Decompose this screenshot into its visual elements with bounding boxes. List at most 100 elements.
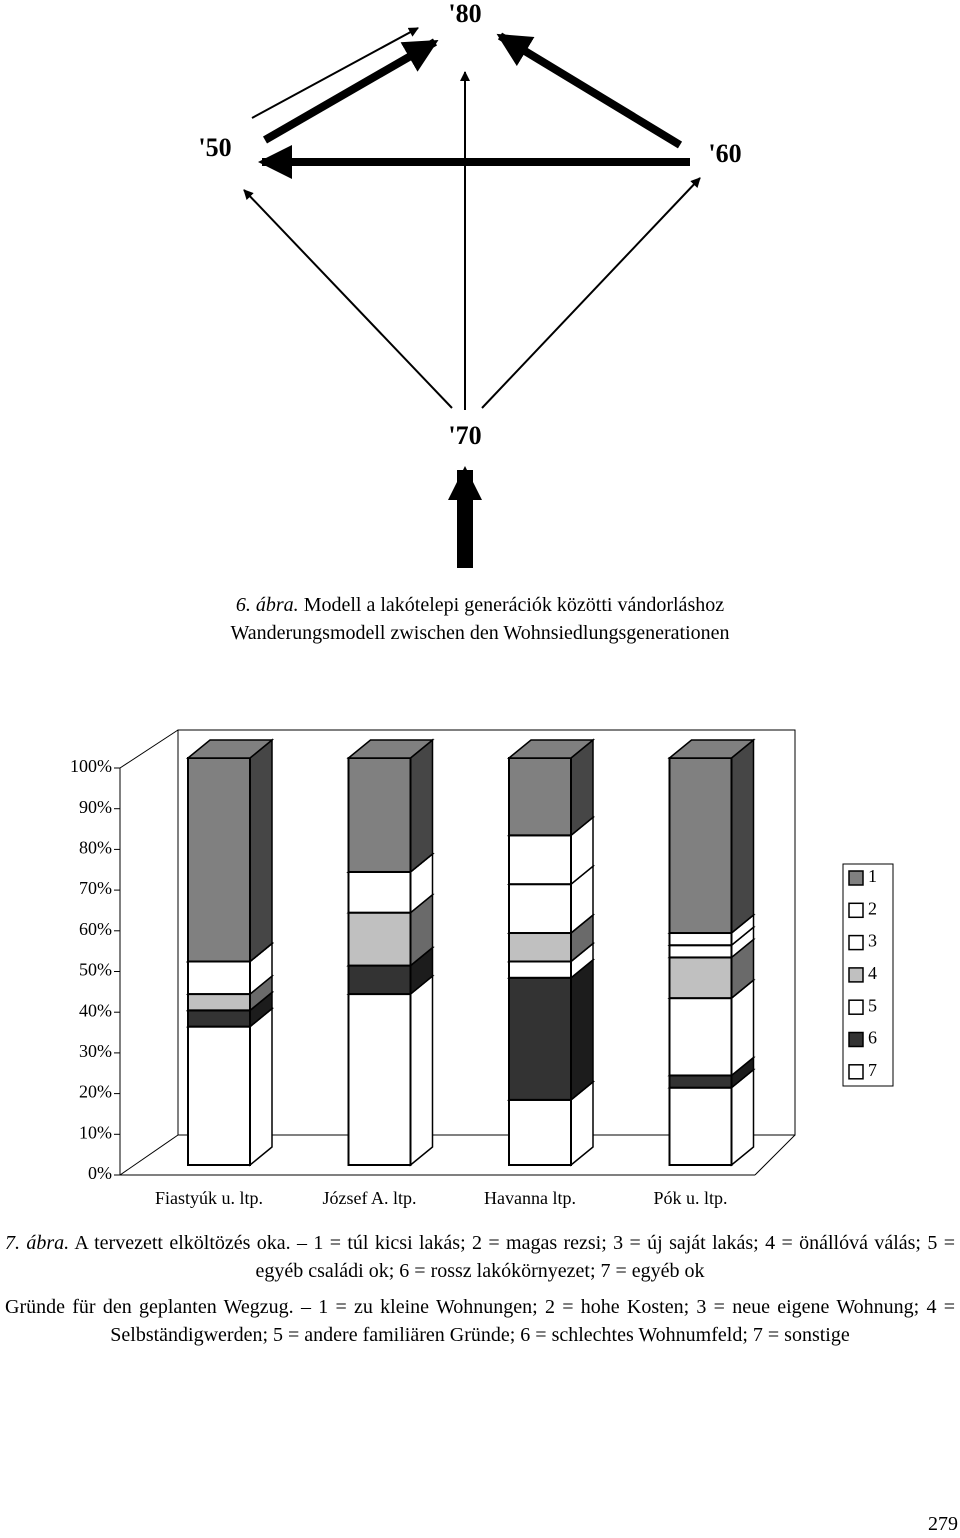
bar-top <box>667 1056 756 1077</box>
bar-side <box>409 974 434 1167</box>
bar-side <box>730 925 755 960</box>
bar-top <box>506 739 596 759</box>
bar-top <box>506 942 596 963</box>
bar-segment <box>508 960 572 979</box>
y-tick-label: 100% <box>70 756 112 776</box>
bar-top <box>346 739 435 759</box>
bar-top <box>506 959 596 979</box>
caption-hu: A tervezett elköltözés oka. – 1 = túl ki… <box>74 1232 955 1282</box>
legend-label: 1 <box>868 866 877 886</box>
legend-swatch <box>848 902 864 919</box>
bar-top <box>667 926 756 946</box>
bar-segment <box>668 997 733 1077</box>
bar-top <box>506 1081 596 1101</box>
legend-label: 5 <box>868 995 877 1015</box>
diagram-label: '50 <box>198 133 231 162</box>
legend-label: 3 <box>868 931 877 951</box>
bar-segment <box>508 976 572 1101</box>
bar-top <box>346 853 435 873</box>
legend-label: 7 <box>868 1060 877 1080</box>
y-tick-label: 20% <box>79 1082 112 1102</box>
figure-number: 6. ábra. <box>235 594 299 616</box>
bar-side <box>730 738 755 935</box>
figure-6-caption: 6. ábra. Modell a lakótelepi generációk … <box>0 591 960 647</box>
bar-top <box>506 865 596 885</box>
bar-side <box>730 913 755 947</box>
bar-side <box>249 738 273 964</box>
bar-side <box>409 893 434 968</box>
legend-swatch <box>848 1031 864 1048</box>
bar-top <box>346 946 435 967</box>
bar-segment <box>668 956 733 1000</box>
bar-side <box>730 978 755 1078</box>
bar-segment <box>668 1086 733 1167</box>
y-tick-label: 60% <box>79 919 112 939</box>
bar-segment <box>668 1074 733 1089</box>
x-tick-label: Havanna ltp. <box>484 1188 576 1208</box>
bar-side <box>570 958 594 1102</box>
bar-segment <box>347 993 412 1166</box>
bar-top <box>346 853 435 873</box>
bar-top <box>185 942 275 963</box>
bar-side <box>409 738 434 874</box>
legend-label: 6 <box>868 1028 877 1048</box>
bar-segment <box>347 964 412 996</box>
bar-segment <box>347 911 412 967</box>
bar-side <box>249 990 273 1029</box>
bar-segment <box>347 870 412 914</box>
bar-segment <box>668 757 733 935</box>
chart-frame <box>119 729 796 1176</box>
legend-swatch <box>848 999 864 1015</box>
bar-segment <box>508 883 572 935</box>
bar-side <box>570 1080 594 1167</box>
bar-segment <box>508 834 572 886</box>
x-tick-label: József A. ltp. <box>323 1188 417 1208</box>
bar-side <box>410 853 433 873</box>
bar-side <box>249 1007 273 1167</box>
caption-de: Gründe für den geplanten Wegzug. – 1 = z… <box>5 1296 955 1346</box>
bar-top <box>667 739 756 759</box>
bar-top <box>667 914 756 934</box>
y-tick-label: 90% <box>79 797 112 817</box>
bar-segment <box>347 757 412 873</box>
bar-top <box>346 946 435 967</box>
legend-label: 2 <box>868 898 877 918</box>
bar-segment <box>187 960 251 996</box>
bar-segment <box>508 1098 572 1167</box>
bar-side <box>249 974 273 1012</box>
caption-de: Wanderungsmodell zwischen den Wohnsiedlu… <box>230 622 730 644</box>
bar-segment <box>668 932 733 947</box>
bar-top <box>346 975 435 995</box>
bar-top <box>185 991 275 1012</box>
y-tick-label: 70% <box>79 878 112 898</box>
y-tick-label: 10% <box>79 1122 112 1142</box>
bar-segment <box>187 757 251 963</box>
bar-top <box>667 938 756 959</box>
bar-side <box>730 937 755 1000</box>
migration-diagram: '80 '50 '60 '70 <box>198 0 742 568</box>
y-tick-label: 30% <box>79 1041 112 1061</box>
bar-side <box>570 815 594 886</box>
bar-top <box>185 975 275 995</box>
bar-segment <box>668 944 733 959</box>
legend-box <box>842 863 894 1087</box>
bar-side <box>409 945 434 996</box>
bar-side <box>730 1055 755 1090</box>
y-tick-label: 0% <box>88 1163 112 1183</box>
bar-segment <box>187 993 251 1012</box>
bar-side <box>570 941 594 980</box>
x-tick-label: Pók u. ltp. <box>653 1188 727 1208</box>
figure-7-caption: 7. ábra. A tervezett elköltözés oka. – 1… <box>5 1229 955 1285</box>
bar-segment <box>187 1009 251 1028</box>
figure-number: 7. ábra. <box>5 1232 70 1254</box>
bar-side <box>730 1068 755 1167</box>
caption-hu: Modell a lakótelepi generációk közötti v… <box>303 594 725 616</box>
bar-top <box>185 739 275 759</box>
bar-side <box>570 913 594 964</box>
legend-label: 4 <box>868 963 877 983</box>
bar-top <box>185 942 275 963</box>
bar-side <box>249 942 273 963</box>
y-tick-label: 40% <box>79 1000 112 1020</box>
page-number: 279 <box>928 1513 958 1535</box>
